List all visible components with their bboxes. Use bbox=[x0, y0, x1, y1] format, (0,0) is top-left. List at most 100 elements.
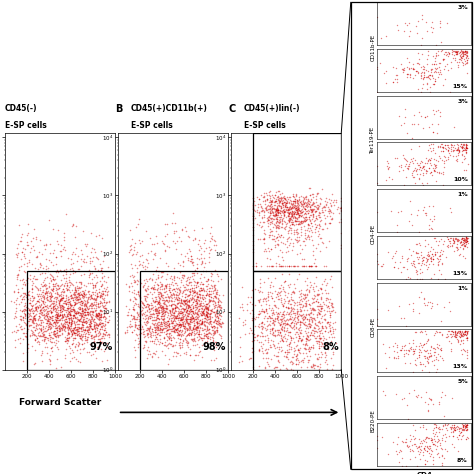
Point bbox=[292, 191, 300, 199]
Point bbox=[131, 243, 138, 251]
Point bbox=[193, 323, 201, 331]
Point bbox=[202, 291, 210, 299]
Point bbox=[436, 252, 443, 260]
Point bbox=[299, 336, 306, 343]
Point bbox=[97, 323, 104, 331]
Point bbox=[66, 325, 74, 333]
Point bbox=[155, 288, 163, 295]
Point bbox=[428, 72, 436, 80]
Point bbox=[259, 193, 266, 201]
Point bbox=[213, 326, 220, 333]
Point bbox=[218, 312, 225, 319]
Point bbox=[429, 255, 437, 263]
Point bbox=[274, 304, 282, 312]
Point bbox=[299, 207, 307, 215]
Point bbox=[19, 317, 27, 324]
Point bbox=[198, 258, 206, 266]
Point bbox=[154, 307, 161, 315]
Point bbox=[310, 251, 317, 258]
Point bbox=[418, 366, 426, 374]
Point bbox=[180, 320, 187, 328]
Point bbox=[385, 306, 392, 314]
Point bbox=[85, 294, 92, 301]
Point bbox=[286, 224, 294, 232]
Point bbox=[191, 309, 199, 316]
Point bbox=[27, 315, 35, 323]
Point bbox=[60, 233, 67, 241]
Point bbox=[167, 311, 175, 319]
Point bbox=[265, 312, 273, 319]
Point bbox=[183, 274, 191, 282]
Point bbox=[278, 195, 285, 202]
Point bbox=[280, 283, 287, 291]
Point bbox=[161, 310, 168, 318]
Point bbox=[51, 332, 59, 340]
Point bbox=[52, 310, 60, 318]
Point bbox=[188, 279, 195, 286]
Point bbox=[154, 274, 162, 282]
Point bbox=[172, 348, 180, 356]
Point bbox=[81, 305, 88, 313]
Point bbox=[218, 322, 225, 329]
Point bbox=[22, 320, 30, 328]
Point bbox=[182, 316, 189, 324]
Point bbox=[21, 306, 29, 314]
Point bbox=[428, 24, 435, 31]
Point bbox=[201, 331, 209, 338]
Point bbox=[424, 301, 431, 309]
Point bbox=[189, 258, 197, 266]
Point bbox=[69, 259, 77, 266]
Point bbox=[415, 343, 423, 350]
Point bbox=[151, 240, 158, 248]
Point bbox=[170, 328, 178, 336]
Point bbox=[155, 304, 162, 312]
Point bbox=[160, 319, 167, 327]
Point bbox=[309, 318, 316, 326]
Point bbox=[49, 328, 56, 336]
Point bbox=[463, 237, 471, 245]
Point bbox=[182, 296, 190, 304]
Point bbox=[463, 434, 471, 441]
Point bbox=[295, 270, 302, 277]
Point bbox=[301, 321, 309, 328]
Point bbox=[70, 308, 78, 315]
Point bbox=[451, 331, 458, 338]
Point bbox=[455, 328, 463, 335]
Point bbox=[210, 319, 218, 326]
Point bbox=[293, 305, 301, 312]
Point bbox=[407, 447, 414, 455]
Point bbox=[294, 200, 301, 208]
Point bbox=[292, 200, 299, 207]
Point bbox=[130, 289, 138, 296]
Point bbox=[269, 324, 277, 332]
Point bbox=[193, 293, 201, 301]
Point bbox=[298, 226, 305, 233]
Point bbox=[173, 273, 181, 281]
Point bbox=[337, 245, 345, 252]
Point bbox=[164, 334, 172, 341]
Point bbox=[296, 198, 304, 206]
Point bbox=[187, 257, 194, 264]
Point bbox=[65, 314, 73, 321]
Point bbox=[438, 332, 446, 339]
Point bbox=[201, 318, 208, 325]
Point bbox=[173, 281, 181, 289]
Point bbox=[193, 323, 201, 330]
Point bbox=[154, 303, 162, 311]
Point bbox=[284, 299, 292, 307]
Point bbox=[38, 308, 46, 316]
Point bbox=[100, 302, 108, 310]
Text: B: B bbox=[116, 104, 123, 114]
Point bbox=[306, 313, 313, 320]
Point bbox=[308, 328, 315, 336]
Point bbox=[52, 321, 59, 329]
Point bbox=[289, 242, 297, 249]
Point bbox=[105, 298, 112, 306]
Point bbox=[205, 254, 212, 261]
Point bbox=[194, 293, 202, 301]
Point bbox=[167, 310, 175, 318]
Point bbox=[263, 206, 270, 213]
Point bbox=[430, 270, 438, 278]
Point bbox=[320, 203, 328, 211]
Point bbox=[194, 240, 202, 248]
